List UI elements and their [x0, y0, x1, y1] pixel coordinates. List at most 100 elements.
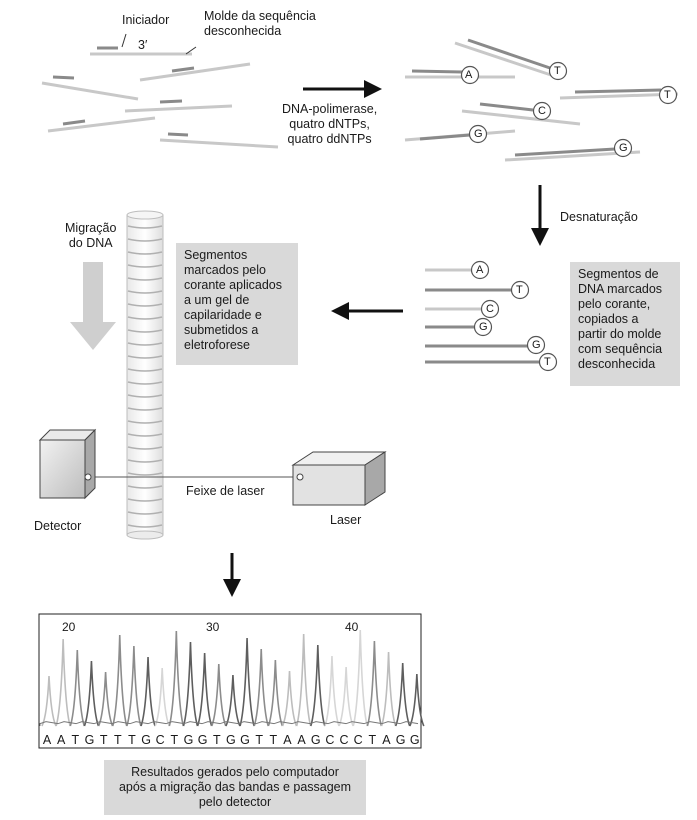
migration-arrow — [70, 262, 116, 350]
gel-band — [127, 303, 163, 307]
sequence-base: T — [113, 733, 122, 747]
base-circle-t — [548, 61, 568, 81]
gel-band — [127, 238, 163, 242]
chromatogram-peak — [267, 659, 284, 727]
laser-beam-label: Feixe de laser — [186, 484, 265, 498]
gel-band — [127, 381, 163, 385]
sequence-base: T — [255, 733, 263, 747]
sequence-base: C — [353, 733, 363, 747]
base-circle-t — [658, 85, 678, 105]
sequence-base: A — [57, 733, 66, 747]
gel-band — [127, 407, 163, 411]
extension-products — [404, 38, 679, 162]
base-letter: T — [544, 356, 551, 368]
chromatogram-peak — [41, 675, 57, 727]
chromatogram-peaks — [39, 629, 425, 727]
base-letter: A — [476, 264, 484, 276]
migration-label: Migração do DNA — [65, 221, 117, 250]
gel-band — [127, 329, 163, 333]
base-letter: T — [516, 284, 523, 296]
chromatogram-peak — [211, 663, 227, 727]
base-circle-g — [613, 138, 633, 158]
chromatogram-peak — [324, 655, 340, 727]
chromatogram-peak — [281, 670, 298, 727]
tick-label: 40 — [345, 620, 359, 634]
base-letter: A — [465, 69, 473, 81]
chromatogram-peak — [154, 667, 170, 727]
chromatogram-peak — [140, 656, 156, 727]
chromatogram-peak — [239, 637, 255, 727]
sequence-base: A — [297, 733, 306, 747]
chromatogram-peak — [394, 662, 411, 727]
base-letter: G — [474, 128, 483, 140]
tick-label: 30 — [206, 620, 220, 634]
base-letter: G — [479, 321, 488, 333]
sequence-base: G — [183, 733, 194, 747]
sequence-base: T — [128, 733, 136, 747]
gel-band — [127, 355, 163, 359]
sequence-base: G — [395, 733, 406, 747]
template-strands — [41, 33, 279, 149]
gel-band — [127, 459, 163, 463]
chromatogram-peak — [253, 648, 269, 727]
sequence-base: C — [155, 733, 165, 747]
sequence-base: T — [368, 733, 377, 747]
chromatogram-peak — [352, 629, 369, 727]
base-letter: T — [554, 65, 561, 77]
gel-band — [127, 342, 163, 346]
chromatogram-peak — [69, 649, 86, 727]
chromatogram-peak — [196, 652, 213, 727]
gel-band — [127, 368, 163, 372]
sequence-base: G — [141, 733, 151, 747]
chromatogram-peak — [97, 671, 114, 727]
gel-band — [127, 524, 163, 528]
sequence-base: T — [212, 733, 221, 747]
chromatogram-peak — [111, 634, 128, 727]
sequence-base: G — [197, 733, 208, 747]
sequence-base: A — [283, 733, 292, 747]
chromatogram-peak — [295, 633, 312, 727]
sequence-base: G — [84, 733, 95, 747]
sequence-base: G — [409, 733, 420, 747]
gel-band — [127, 498, 163, 502]
sequence-base: T — [170, 733, 179, 747]
chromatogram-peak — [338, 666, 354, 727]
chromatogram-peak — [409, 673, 425, 727]
sequence-base: G — [226, 733, 236, 747]
gel-band — [127, 433, 163, 437]
chromatogram-peak — [310, 644, 326, 727]
gel-band — [127, 420, 163, 424]
chromatogram-peak — [366, 640, 383, 727]
gel-band — [127, 394, 163, 398]
gel-description-box: Segmentos marcados pelo corante aplicado… — [176, 243, 298, 365]
chromatogram-peak — [168, 630, 185, 727]
sequence-base: G — [310, 733, 321, 747]
ddntp-circles-sorted — [470, 260, 558, 372]
sequence-base: A — [382, 733, 391, 747]
ddntp-circles-top — [460, 61, 678, 158]
chromatogram-frame — [38, 613, 422, 749]
base-circle-a — [460, 65, 480, 85]
gel-band — [127, 511, 163, 515]
primer-label: Iniciador — [122, 13, 170, 27]
capillary-column — [126, 210, 164, 540]
denaturation-label: Desnaturação — [560, 210, 638, 224]
gel-band — [127, 251, 163, 255]
gel-band — [127, 225, 163, 229]
sorted-fragments — [425, 268, 540, 364]
chromatogram-peak — [182, 641, 199, 727]
gel-band — [127, 264, 163, 268]
segments-description-box: Segmentos de DNA marcados pelo corante, … — [570, 262, 680, 386]
chromatogram-peak — [55, 638, 71, 727]
chromatogram-peak — [225, 674, 241, 727]
gel-band — [127, 277, 163, 281]
laser-box — [291, 451, 387, 506]
sequence-base: C — [325, 733, 335, 747]
chromatogram-peak — [83, 660, 100, 727]
base-letter: G — [532, 339, 541, 351]
base-letter: C — [486, 303, 494, 315]
gel-band — [127, 472, 163, 476]
base-letter: G — [619, 142, 628, 154]
